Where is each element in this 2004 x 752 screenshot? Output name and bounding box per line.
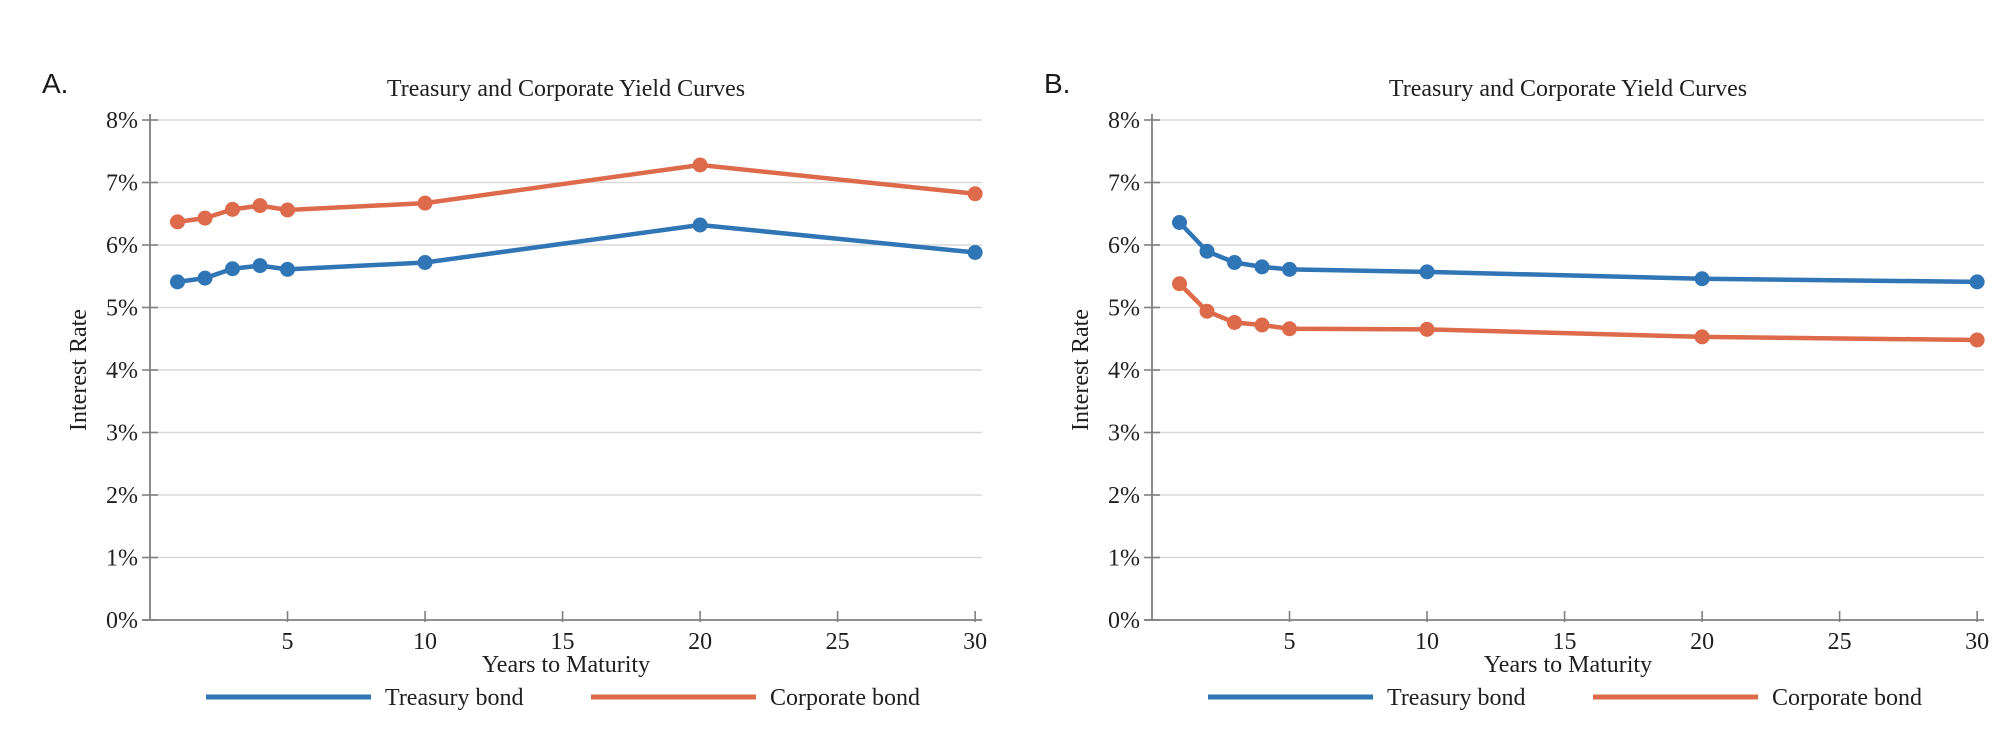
data-point-marker — [1227, 315, 1243, 330]
y-tick-label: 7% — [106, 171, 138, 197]
data-point-marker — [280, 261, 296, 277]
data-point-marker — [1282, 261, 1298, 277]
data-point-marker — [197, 210, 213, 226]
y-tick-label: 4% — [106, 358, 138, 384]
data-point-marker — [1254, 259, 1270, 275]
legend-label-0: Treasury bond — [1387, 685, 1525, 711]
data-point-marker — [1172, 215, 1188, 230]
y-tick-label: 1% — [106, 546, 138, 572]
panel-b-label: B. — [1044, 68, 1071, 99]
data-point-marker — [225, 261, 241, 277]
panel-b: B. 0% 1% 2% 3% 4% 5% 6% 7% 8% 5 10 15 20 25 30 Treasury… — [1002, 0, 2004, 752]
y-tick-label: 1% — [1108, 546, 1140, 572]
data-point-marker — [1694, 271, 1710, 287]
x-tick-label: 25 — [826, 629, 850, 655]
y-tick-label: 4% — [1108, 358, 1140, 384]
data-point-marker — [1282, 321, 1298, 337]
y-tick-label: 0% — [1108, 608, 1140, 634]
legend-label-1: Corporate bond — [770, 685, 920, 711]
data-point-marker — [1419, 264, 1435, 280]
y-tick-label: 8% — [1108, 108, 1140, 134]
yield-curve-chart-a: 0% 1% 2% 3% 4% 5% 6% 7% 8% 5 10 15 20 25 30 Treasury an… — [66, 76, 987, 711]
x-axis-label: Years to Maturity — [482, 652, 650, 678]
data-point-marker — [417, 195, 433, 211]
x-tick-label: 15 — [1553, 629, 1577, 655]
x-tick-label: 15 — [551, 629, 575, 655]
data-point-marker — [252, 198, 268, 214]
data-point-marker — [280, 202, 296, 218]
data-point-marker — [1969, 274, 1985, 290]
y-tick-label: 2% — [1108, 483, 1140, 509]
y-tick-label: 8% — [106, 108, 138, 134]
y-tick-label: 3% — [1108, 421, 1140, 447]
data-point-marker — [225, 201, 241, 217]
series-line-0 — [175, 222, 978, 285]
series-line-1 — [175, 162, 978, 225]
panel-a-label: A. — [42, 68, 69, 99]
data-point-marker — [1969, 332, 1985, 348]
series-line-0 — [1177, 220, 1980, 285]
x-tick-label: 10 — [413, 629, 437, 655]
x-tick-label: 25 — [1828, 629, 1852, 655]
data-point-marker — [170, 274, 186, 290]
series-line-1 — [1177, 281, 1980, 343]
data-point-marker — [197, 270, 213, 286]
data-point-marker — [1199, 243, 1215, 259]
x-tick-label: 30 — [1965, 629, 1989, 655]
legend-label-1: Corporate bond — [1772, 685, 1922, 711]
legend-label-0: Treasury bond — [385, 685, 523, 711]
data-point-marker — [1694, 329, 1710, 345]
data-point-marker — [417, 255, 433, 270]
data-point-marker — [692, 157, 708, 173]
data-point-marker — [1199, 303, 1215, 319]
y-tick-label: 6% — [106, 233, 138, 259]
chart-title: Treasury and Corporate Yield Curves — [1389, 76, 1747, 102]
x-tick-label: 20 — [688, 629, 712, 655]
y-tick-label: 3% — [106, 421, 138, 447]
y-tick-label: 2% — [106, 483, 138, 509]
data-point-marker — [170, 214, 186, 230]
x-tick-label: 10 — [1415, 629, 1439, 655]
x-tick-label: 5 — [282, 629, 294, 655]
y-tick-label: 5% — [1108, 296, 1140, 322]
data-point-marker — [1254, 317, 1270, 333]
x-axis-label: Years to Maturity — [1484, 652, 1652, 678]
y-tick-label: 5% — [106, 296, 138, 322]
data-point-marker — [692, 217, 708, 233]
data-point-marker — [967, 186, 983, 202]
y-axis-label: Interest Rate — [66, 309, 92, 431]
data-point-marker — [1172, 276, 1188, 292]
x-tick-label: 20 — [1690, 629, 1714, 655]
data-point-marker — [252, 258, 268, 274]
panel-a: A. 0% 1% 2% 3% 4% 5% 6% 7% 8% 5 10 15 20 25 30 Treasury… — [42, 68, 987, 712]
y-tick-label: 0% — [106, 608, 138, 634]
y-axis-label: Interest Rate — [1068, 309, 1094, 431]
x-tick-label: 30 — [963, 629, 987, 655]
y-tick-label: 7% — [1108, 171, 1140, 197]
chart-title: Treasury and Corporate Yield Curves — [387, 76, 745, 102]
x-tick-label: 5 — [1284, 629, 1296, 655]
yield-curve-chart-b: 0% 1% 2% 3% 4% 5% 6% 7% 8% 5 10 15 20 25 30 Treasury an… — [1068, 76, 1989, 711]
data-point-marker — [967, 245, 983, 260]
data-point-marker — [1227, 255, 1243, 270]
y-tick-label: 6% — [1108, 233, 1140, 259]
data-point-marker — [1419, 321, 1435, 337]
